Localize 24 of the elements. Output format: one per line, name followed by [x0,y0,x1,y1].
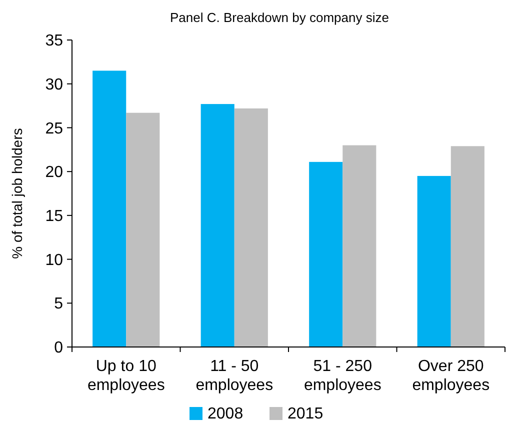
bar [309,162,343,347]
y-tick-label: 35 [45,32,64,50]
y-tick-label: 10 [45,252,64,269]
y-tick-label: 15 [45,208,64,226]
legend-label: 2015 [288,406,324,423]
bar [450,146,484,347]
bar [417,176,451,347]
bar [126,112,160,347]
chart-title: Panel C. Breakdown by company size [170,10,389,25]
x-tick-label: Over 250 employees [412,358,490,394]
y-tick-label: 5 [54,296,64,313]
bar [342,145,376,347]
y-tick-label: 30 [45,76,64,94]
x-tick-label: 51 - 250 employees [304,358,382,394]
y-axis-title: % of total job holders [9,128,25,259]
x-tick-label: 11 - 50 employees [196,358,274,394]
y-tick-label: 0 [54,340,64,357]
legend-label: 2008 [208,406,244,423]
y-tick-label: 20 [45,164,64,182]
y-tick-label: 25 [45,120,64,138]
bar [200,104,234,347]
x-tick-label: Up to 10 employees [87,358,165,394]
bar [92,70,126,347]
bar [234,108,268,347]
